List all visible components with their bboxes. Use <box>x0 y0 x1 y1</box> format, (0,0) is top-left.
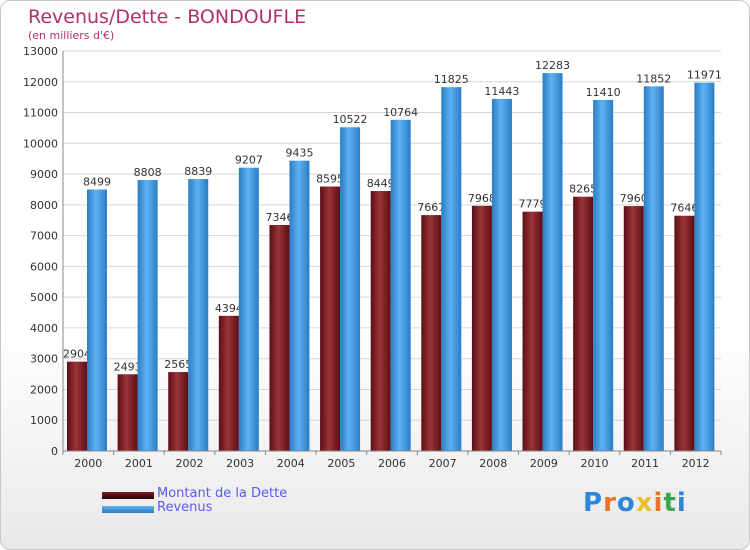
bar-dette <box>117 374 138 451</box>
data-label-dette: 2565 <box>164 358 192 371</box>
x-tick-label: 2001 <box>125 457 153 470</box>
y-tick-label: 8000 <box>30 199 58 212</box>
y-tick-label: 6000 <box>30 260 58 273</box>
bar-revenus <box>87 189 107 451</box>
bar-revenus <box>289 160 310 451</box>
y-tick-label: 10000 <box>23 137 58 150</box>
proxiti-logo: Proxiti <box>583 488 687 518</box>
data-label-dette: 7667 <box>417 201 445 214</box>
bar-dette <box>320 186 341 452</box>
data-label-dette: 7779 <box>519 198 547 211</box>
legend-label-revenus: Revenus <box>157 500 213 515</box>
legend-label-dette: Montant de la Dette <box>157 486 288 501</box>
x-tick-label: 2004 <box>277 457 305 470</box>
data-label-dette: 8449 <box>367 177 395 190</box>
data-label-dette: 2904 <box>63 348 91 361</box>
x-tick-label: 2000 <box>74 457 102 470</box>
data-label-revenus: 11971 <box>687 69 722 82</box>
data-label-revenus: 10522 <box>333 113 368 126</box>
data-label-dette: 4394 <box>215 302 243 315</box>
logo-letter: P <box>583 488 604 518</box>
data-label-dette: 7346 <box>265 211 293 224</box>
logo-letter: x <box>635 488 654 518</box>
y-tick-label: 1000 <box>30 414 58 427</box>
data-label-dette: 8265 <box>569 183 597 196</box>
x-tick-label: 2010 <box>580 457 608 470</box>
bar-revenus <box>137 179 158 451</box>
bar-revenus <box>238 167 259 451</box>
data-label-revenus: 11825 <box>434 73 469 86</box>
y-tick-label: 5000 <box>30 291 58 304</box>
y-tick-label: 7000 <box>30 230 58 243</box>
data-label-dette: 7960 <box>620 192 648 205</box>
data-label-revenus: 11852 <box>636 72 671 85</box>
data-label-revenus: 9435 <box>285 147 313 160</box>
x-tick-label: 2003 <box>226 457 254 470</box>
bar-revenus <box>491 98 512 452</box>
x-tick-label: 2002 <box>176 457 204 470</box>
data-label-revenus: 11443 <box>484 85 519 98</box>
chart-subtitle: (en milliers d'€) <box>28 29 115 42</box>
bar-revenus <box>643 86 664 452</box>
x-tick-label: 2012 <box>682 457 710 470</box>
bar-dette <box>421 215 442 451</box>
bar-dette <box>522 211 543 451</box>
legend-swatch-revenus <box>102 506 154 513</box>
x-tick-label: 2007 <box>429 457 457 470</box>
bar-dette <box>370 191 391 451</box>
data-label-dette: 8595 <box>316 173 344 186</box>
data-label-dette: 2493 <box>114 360 142 373</box>
bar-dette <box>471 205 492 451</box>
bar-dette <box>623 206 644 451</box>
bar-revenus <box>188 179 209 451</box>
legend-swatch-dette <box>102 492 154 499</box>
y-tick-label: 13000 <box>23 45 58 58</box>
data-label-revenus: 12283 <box>535 59 570 72</box>
y-tick-label: 9000 <box>30 168 58 181</box>
bar-dette <box>218 315 239 451</box>
y-tick-label: 11000 <box>23 107 58 120</box>
x-tick-label: 2011 <box>631 457 659 470</box>
bar-revenus <box>593 99 614 451</box>
data-label-revenus: 8499 <box>83 175 111 188</box>
y-tick-label: 0 <box>51 445 58 458</box>
data-label-revenus: 11410 <box>586 86 621 99</box>
bar-dette <box>269 224 290 451</box>
data-label-dette: 7968 <box>468 192 496 205</box>
logo-letter: t <box>663 488 677 518</box>
logo-letter: i <box>653 488 664 518</box>
data-label-revenus: 8839 <box>184 165 212 178</box>
y-tick-label: 3000 <box>30 353 58 366</box>
bar-revenus <box>694 82 715 452</box>
bar-revenus <box>390 119 411 452</box>
bar-dette <box>674 215 695 451</box>
logo-letter: r <box>603 488 617 518</box>
data-label-dette: 7646 <box>670 202 698 215</box>
logo-letter: i <box>676 488 687 518</box>
y-tick-label: 4000 <box>30 322 58 335</box>
bar-revenus <box>340 127 361 451</box>
x-tick-label: 2006 <box>378 457 406 470</box>
bar-dette <box>168 372 189 451</box>
bar-revenus <box>441 87 462 452</box>
data-label-revenus: 9207 <box>235 154 263 167</box>
y-tick-label: 2000 <box>30 383 58 396</box>
bar-dette <box>67 361 87 451</box>
bar-revenus <box>542 73 563 452</box>
y-tick-label: 12000 <box>23 76 58 89</box>
chart-title: Revenus/Dette - BONDOUFLE <box>28 6 307 28</box>
bar-dette <box>573 196 594 451</box>
x-tick-label: 2008 <box>479 457 507 470</box>
data-label-revenus: 10764 <box>383 106 418 119</box>
x-tick-label: 2009 <box>530 457 558 470</box>
x-tick-label: 2005 <box>327 457 355 470</box>
data-label-revenus: 8808 <box>134 166 162 179</box>
logo-letter: o <box>616 488 636 518</box>
